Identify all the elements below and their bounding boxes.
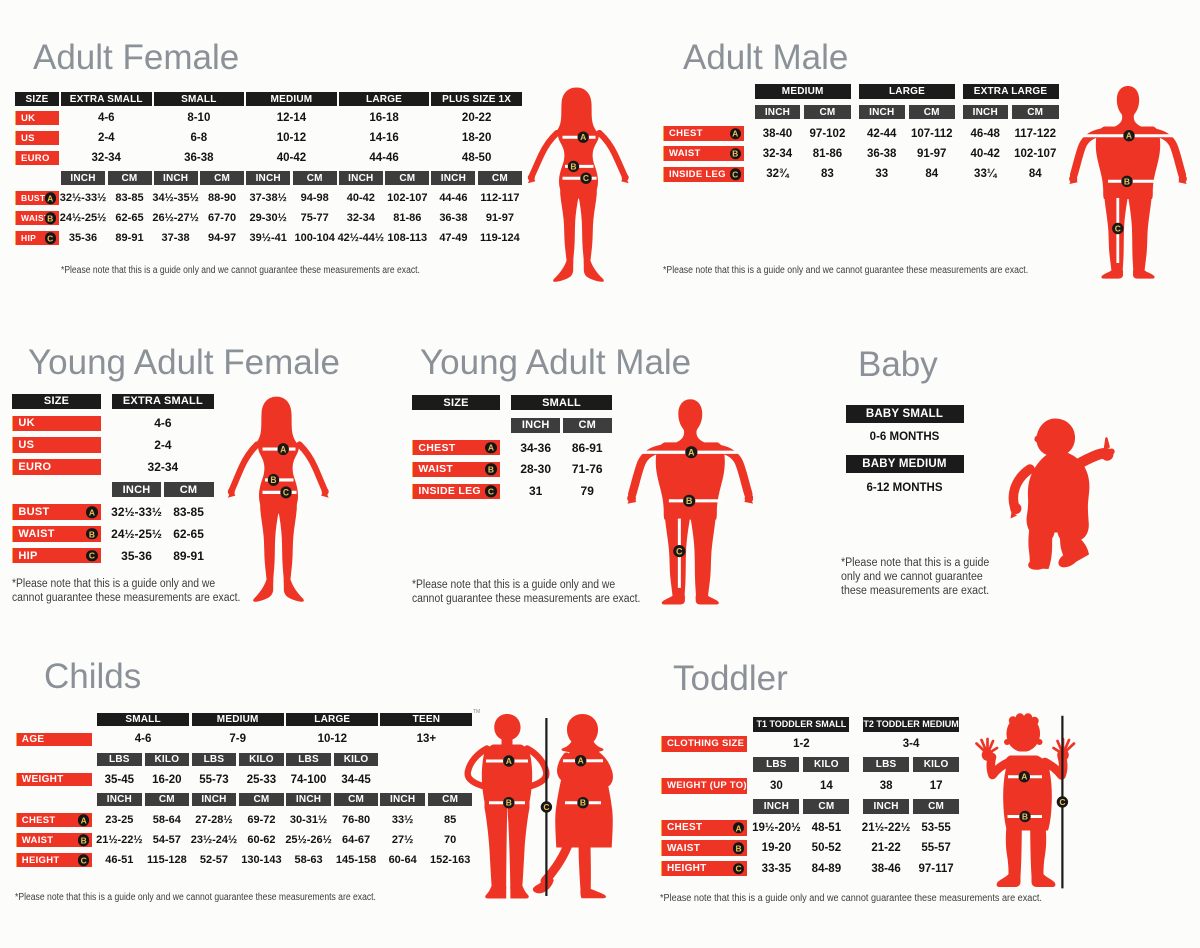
svg-text:B: B — [570, 161, 576, 171]
svg-text:A: A — [580, 132, 586, 142]
svg-text:B: B — [580, 798, 586, 808]
svg-text:A: A — [1126, 131, 1132, 141]
svg-text:C: C — [543, 802, 549, 812]
svg-text:C: C — [283, 487, 290, 497]
svg-text:B: B — [506, 798, 512, 808]
svg-text:B: B — [1124, 176, 1130, 186]
svg-text:C: C — [1115, 224, 1121, 234]
svg-text:A: A — [280, 444, 287, 454]
svg-text:C: C — [676, 547, 683, 557]
svg-text:A: A — [688, 448, 695, 458]
svg-text:B: B — [270, 475, 276, 485]
svg-text:C: C — [1059, 797, 1065, 807]
svg-text:A: A — [1021, 772, 1027, 782]
svg-text:B: B — [1022, 812, 1028, 822]
svg-text:A: A — [506, 756, 512, 766]
svg-text:B: B — [686, 496, 693, 506]
svg-text:C: C — [582, 173, 588, 183]
svg-text:A: A — [578, 756, 584, 766]
